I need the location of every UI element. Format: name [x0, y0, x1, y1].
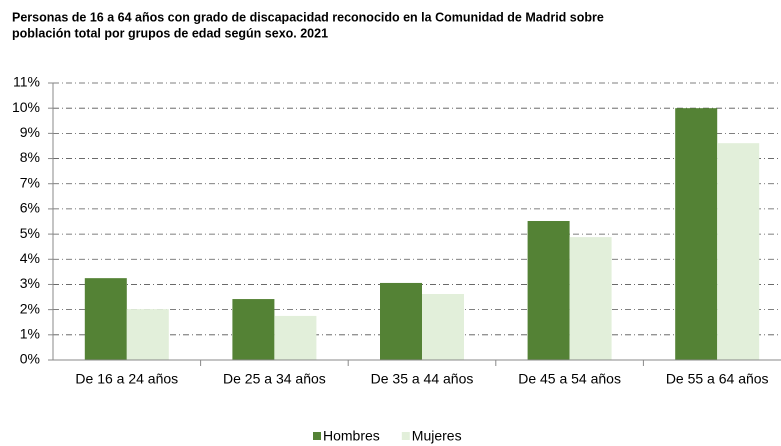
x-tick-label: De 55 a 64 años [666, 371, 769, 387]
bar [84, 278, 127, 360]
y-tick-label: 8% [20, 149, 40, 165]
y-tick-label: 5% [20, 225, 40, 241]
y-tick-label: 4% [20, 250, 40, 266]
legend-label: Mujeres [412, 428, 462, 444]
y-tick-label: 3% [20, 275, 40, 291]
bar [274, 315, 317, 360]
y-tick-label: 10% [12, 99, 40, 115]
x-tick-label: De 35 a 44 años [371, 371, 474, 387]
bar [380, 282, 422, 360]
bar [126, 309, 169, 360]
bar [422, 294, 464, 360]
y-tick-label: 1% [20, 326, 40, 342]
bar [527, 220, 570, 360]
y-tick-label: 7% [20, 174, 40, 190]
y-tick-label: 2% [20, 300, 40, 316]
x-tick-label: De 45 a 54 años [518, 371, 621, 387]
y-tick-label: 0% [20, 351, 40, 367]
legend-swatch [401, 432, 410, 440]
bar [569, 237, 612, 360]
x-tick-label: De 16 a 24 años [75, 371, 178, 387]
bar [717, 143, 760, 360]
bar [675, 108, 718, 360]
y-tick-label: 9% [20, 124, 40, 140]
bar [232, 299, 275, 360]
chart-title: población total por grupos de edad según… [12, 26, 328, 40]
x-tick-label: De 25 a 34 años [223, 371, 326, 387]
y-tick-label: 6% [20, 200, 40, 216]
legend-swatch [313, 432, 321, 440]
y-tick-label: 11% [13, 74, 40, 90]
legend-label: Hombres [323, 428, 380, 444]
chart-title: Personas de 16 a 64 años con grado de di… [12, 10, 604, 24]
